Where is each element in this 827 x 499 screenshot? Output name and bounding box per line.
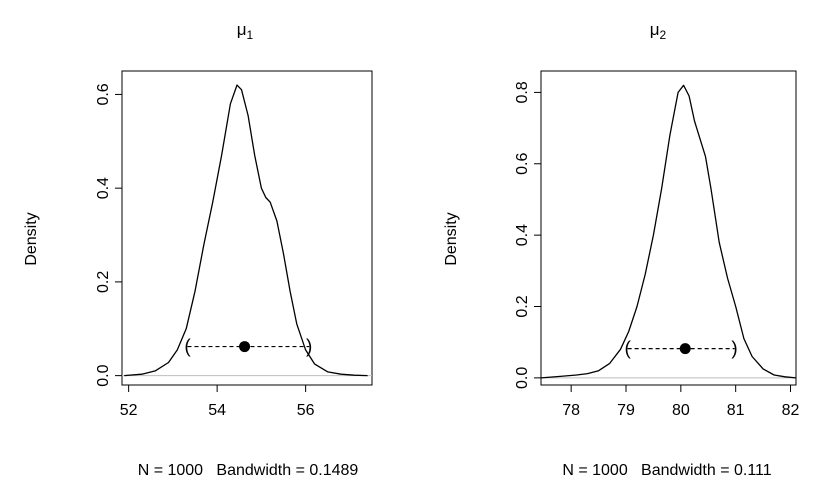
title-subscript: 1 (247, 28, 254, 42)
x-tick-label: 56 (297, 402, 315, 419)
hpd-lower-bracket: ( (624, 339, 631, 360)
hpd-upper-bracket: ) (306, 337, 312, 358)
panel-title: μ1 (237, 20, 254, 42)
y-axis-label: Density (23, 212, 40, 265)
x-axis-label: N = 1000 Bandwidth = 0.1489 (138, 462, 359, 479)
plot-frame (121, 70, 373, 386)
plot-frame (540, 70, 797, 386)
y-tick-label: 0.0 (514, 367, 531, 389)
x-tick-label: 79 (617, 402, 635, 419)
y-axis-label: Density (443, 212, 460, 265)
hpd-lower-bracket: ( (184, 337, 191, 358)
density-curve (124, 84, 368, 377)
y-tick-label: 0.4 (95, 177, 112, 199)
panel-title: μ2 (650, 20, 667, 42)
y-tick-label: 0.2 (95, 271, 112, 293)
x-tick-label: 81 (727, 402, 745, 419)
y-tick-label: 0.6 (514, 153, 531, 175)
x-tick-label: 54 (208, 402, 226, 419)
hpd-upper-bracket: ) (731, 339, 737, 360)
y-tick-label: 0.8 (514, 81, 531, 103)
y-tick-label: 0.0 (95, 364, 112, 386)
y-tick-label: 0.6 (95, 83, 112, 105)
x-tick-label: 82 (782, 402, 800, 419)
x-tick-label: 78 (562, 402, 580, 419)
title-subscript: 2 (660, 28, 667, 42)
x-axis-label: N = 1000 Bandwidth = 0.111 (562, 462, 771, 479)
mean-point (679, 343, 691, 355)
mean-point (239, 341, 251, 353)
density-curve (540, 84, 797, 379)
panel-mu1: μ1 Density N = 1000 Bandwidth = 0.1489 5… (23, 20, 373, 479)
title-symbol: μ (237, 20, 247, 39)
plot-marks: 78 79 80 81 82 0.0 0.2 0.4 0.6 0.8 () (514, 70, 800, 419)
y-tick-label: 0.2 (514, 295, 531, 317)
y-tick-label: 0.4 (514, 224, 531, 246)
panel-mu2: μ2 Density N = 1000 Bandwidth = 0.111 78… (443, 20, 800, 479)
title-symbol: μ (650, 20, 660, 39)
plot-marks: 52 54 56 0.0 0.2 0.4 0.6 () (95, 70, 373, 419)
x-tick-label: 52 (120, 402, 138, 419)
x-tick-label: 80 (672, 402, 690, 419)
